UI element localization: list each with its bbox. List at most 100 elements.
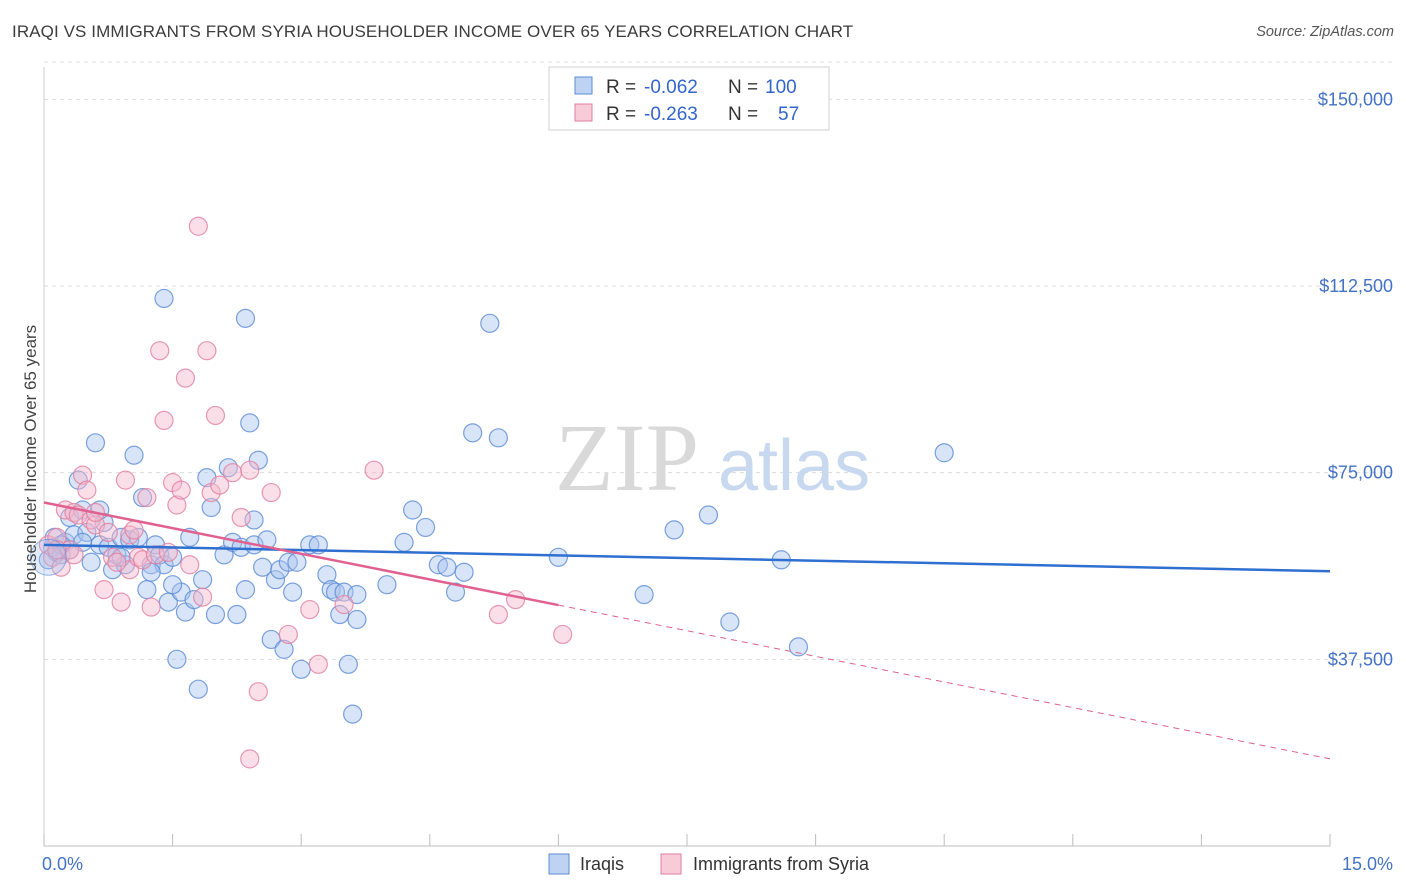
iraqis-point-77 [454, 562, 474, 582]
syria-point-44 [308, 654, 328, 674]
iraqis-point-40 [205, 604, 226, 625]
y-tick-label-2: $112,500 [1319, 276, 1393, 296]
iraqis-point-79 [488, 428, 508, 448]
iraqis-point-36 [188, 679, 208, 699]
syria-point-9 [77, 480, 97, 500]
iraqis-point-21 [124, 445, 144, 465]
iraqis-point-53 [265, 570, 286, 590]
iraqis-point-62 [317, 565, 337, 585]
stats-legend: R = -0.062 N = 100 R = -0.263 N = 57 [548, 66, 830, 131]
iraqis-point-80 [548, 547, 569, 567]
syria-point-34 [205, 405, 226, 426]
iraqis-point-89 [235, 308, 256, 328]
legend-r-value-1: -0.062 [644, 77, 698, 98]
iraqis-point-44 [227, 604, 247, 625]
legend-n-value-2: 57 [778, 104, 799, 125]
syria-point-28 [175, 368, 196, 388]
y-tick-labels: $37,500 $75,000 $112,500 $150,000 [1318, 89, 1393, 669]
chart-title: IRAQI VS IMMIGRANTS FROM SYRIA HOUSEHOLD… [12, 22, 854, 41]
legend-r-value-2: -0.263 [644, 104, 698, 125]
syria-point-24 [154, 410, 174, 430]
syria-point-39 [248, 682, 268, 702]
syria-point-23 [150, 341, 170, 361]
watermark: ZIP atlas [555, 404, 870, 511]
trend-lines [43, 501, 1331, 760]
syria-point-54 [124, 520, 144, 540]
watermark-atlas: atlas [718, 426, 870, 506]
iraqis-point-87 [934, 443, 954, 463]
syria-point-12 [94, 580, 114, 600]
y-axis-title: Householder Income Over 65 years [21, 325, 40, 593]
iraqis-point-12 [85, 433, 106, 453]
legend-swatch-iraqis [548, 853, 570, 875]
axes [43, 67, 1331, 847]
iraqis-trend-line [43, 543, 1331, 573]
iraqis-point-82 [664, 520, 684, 540]
syria-point-49 [553, 624, 573, 645]
legend-swatch-blue [574, 76, 593, 95]
legend-label-iraqis: Iraqis [580, 854, 624, 874]
iraqis-point-46 [235, 580, 256, 600]
legend-label-syria: Immigrants from Syria [693, 854, 870, 874]
iraqis-point-23 [132, 487, 153, 508]
syria-point-42 [278, 624, 298, 645]
syria-point-41 [261, 482, 281, 503]
x-tick-labels: 0.0% 15.0% [42, 854, 1393, 874]
syria-point-35 [210, 475, 230, 495]
iraqis-point-58 [287, 552, 307, 572]
iraqis-point-31 [167, 649, 187, 669]
syria-point-47 [488, 604, 508, 625]
iraqis-cluster-point [29, 538, 67, 576]
syria-point-51 [64, 545, 84, 565]
syria-point-48 [505, 589, 526, 610]
iraqis-point-83 [698, 505, 719, 525]
iraqis-point-73 [415, 517, 436, 538]
iraqis-point-67 [338, 654, 358, 674]
syria-point-30 [188, 216, 208, 236]
gridlines [44, 61, 1395, 660]
legend-n-value-1: 100 [765, 77, 797, 98]
syria-point-29 [180, 555, 200, 575]
iraqis-point-75 [437, 557, 457, 577]
iraqis-point-70 [377, 575, 397, 595]
iraqis-point-68 [343, 704, 363, 724]
iraqis-point-11 [81, 552, 101, 572]
iraqis-point-99 [347, 585, 367, 605]
syria-trend-line-solid [43, 501, 559, 607]
iraqis-point-37 [193, 570, 213, 590]
iraqis-point-59 [291, 659, 311, 679]
legend-r-label-1: R = [606, 77, 636, 98]
syria-point-26 [167, 495, 187, 515]
legend-swatch-pink [574, 103, 593, 122]
syria-point-8 [72, 465, 93, 485]
iraqis-point-91 [163, 575, 183, 595]
x-tick-label-1: 15.0% [1342, 854, 1393, 874]
legend-swatch-syria [660, 853, 682, 875]
iraqis-point-84 [720, 612, 740, 632]
iraqis-point-57 [283, 582, 303, 602]
syria-point-56 [158, 542, 178, 562]
iraqis-point-81 [634, 585, 654, 605]
syria-point-16 [115, 470, 136, 490]
syria-point-36 [223, 463, 243, 483]
syria-trend-line-dashed [558, 604, 1331, 760]
syria-point-40 [240, 749, 260, 769]
syria-point-53 [107, 552, 127, 572]
iraqis-point-71 [394, 532, 414, 552]
series-legend: Iraqis Immigrants from Syria [548, 853, 870, 875]
syria-point-27 [171, 480, 191, 500]
syria-point-37 [231, 507, 251, 528]
watermark-zip: ZIP [555, 404, 699, 511]
iraqis-point-72 [403, 500, 423, 520]
syria-point-15 [111, 592, 131, 612]
syria-point-20 [137, 487, 157, 508]
syria-point-13 [98, 522, 118, 543]
x-tick-label-0: 0.0% [42, 854, 83, 874]
iraqis-point-78 [463, 423, 483, 443]
y-tick-label-1: $75,000 [1328, 463, 1393, 483]
iraqis-point-86 [788, 637, 809, 657]
iraqis-point-24 [137, 580, 157, 600]
syria-point-19 [132, 550, 153, 570]
syria-point-31 [193, 587, 213, 607]
iraqis-point-55 [274, 639, 294, 659]
